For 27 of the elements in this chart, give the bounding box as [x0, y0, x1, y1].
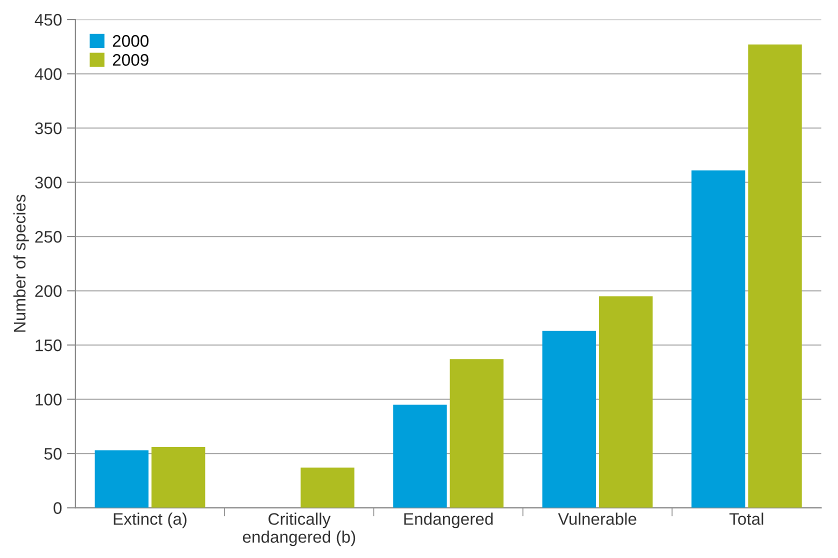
- bar: [393, 404, 447, 508]
- legend-label: 2000: [112, 35, 149, 47]
- bar: [94, 450, 149, 508]
- x-tick-label: Extinct (a): [114, 512, 186, 528]
- y-tick-label: 350: [35, 122, 62, 134]
- bar: [450, 359, 504, 508]
- x-tick-label: Total: [729, 512, 764, 525]
- bar: [598, 296, 653, 508]
- bar: [151, 447, 206, 508]
- y-tick-label: 450: [34, 14, 62, 26]
- y-tick-label: 300: [35, 176, 62, 188]
- y-tick-label: 400: [34, 68, 62, 80]
- y-tick-label: 200: [35, 285, 62, 297]
- y-tick-label: 50: [44, 448, 62, 460]
- bar: [300, 468, 354, 508]
- x-tick-label: Critically endangered (b): [242, 512, 356, 546]
- bar: [542, 330, 596, 508]
- x-tick-label: Vulnerable: [558, 512, 636, 525]
- y-tick-label: 0: [54, 502, 62, 514]
- y-tick-label: 150: [36, 339, 62, 352]
- y-tick-label: 250: [35, 230, 62, 243]
- x-tick-label: Endangered: [404, 512, 493, 528]
- y-tick-label: 100: [36, 394, 62, 406]
- bar: [748, 44, 802, 508]
- legend-label: 2009: [112, 54, 148, 66]
- bar: [691, 170, 746, 508]
- y-axis-title: Number of species: [13, 194, 29, 332]
